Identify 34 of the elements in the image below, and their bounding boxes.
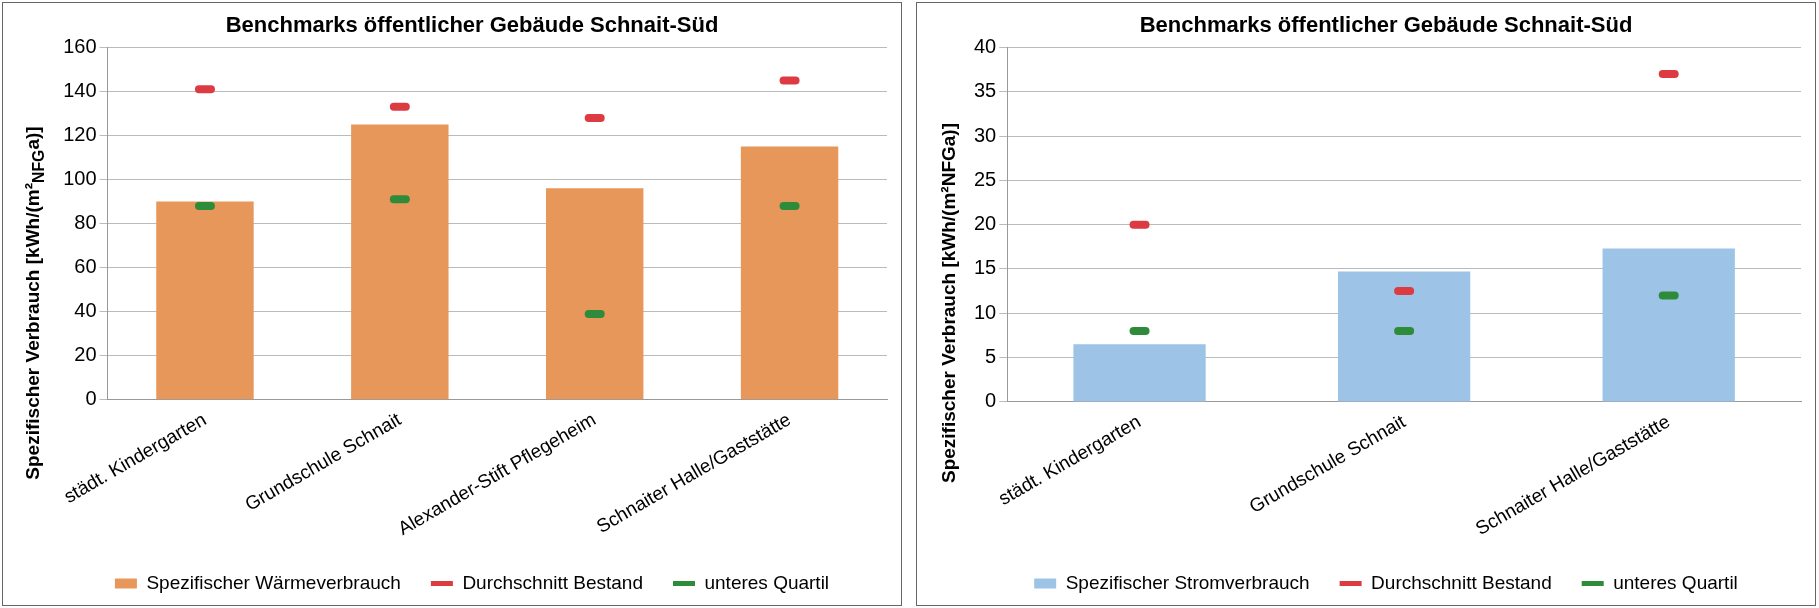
y-tick-label: 30	[974, 123, 997, 146]
bar	[351, 124, 449, 400]
legend-label: Durchschnitt Bestand	[1371, 571, 1552, 593]
y-tick-label: 0	[985, 389, 997, 412]
bar	[1073, 344, 1206, 402]
bar	[1602, 248, 1735, 402]
chart-title: Benchmarks öffentlicher Gebäude Schnait-Süd	[1139, 12, 1633, 38]
legend-label: unteres Quartil	[704, 571, 830, 593]
y-tick-label: 160	[63, 34, 97, 57]
y-tick-label: 120	[63, 123, 97, 146]
y-tick-label: 20	[974, 212, 997, 235]
bar	[156, 201, 254, 400]
y-tick-label: 35	[974, 79, 997, 102]
y-tick-label: 5	[985, 345, 997, 368]
legend-label: Durchschnitt Bestand	[462, 571, 643, 593]
bar	[1337, 271, 1471, 402]
y-axis-title: Spezifischer Verbrauch [kWh/(m²NFGa)]	[938, 122, 960, 484]
y-tick-label: 20	[74, 343, 97, 366]
y-tick-label: 40	[74, 299, 97, 322]
legend-label: Spezifischer Stromverbrauch	[1065, 571, 1310, 593]
y-tick-label: 140	[63, 78, 97, 101]
y-tick-label: 0	[85, 387, 97, 410]
y-tick-label: 60	[74, 255, 97, 278]
bar	[545, 188, 644, 400]
legend-label: unteres Quartil	[1613, 571, 1738, 593]
y-tick-label: 10	[974, 300, 997, 323]
y-tick-label: 25	[974, 167, 997, 190]
legend-label: Spezifischer Wärmeverbrauch	[146, 571, 401, 593]
y-tick-label: 80	[74, 211, 97, 234]
bar	[740, 146, 839, 400]
y-tick-label: 15	[974, 256, 997, 279]
y-tick-label: 40	[974, 34, 997, 57]
y-tick-label: 100	[63, 167, 97, 190]
chart-title: Benchmarks öffentlicher Gebäude Schnait-Süd	[225, 12, 719, 38]
